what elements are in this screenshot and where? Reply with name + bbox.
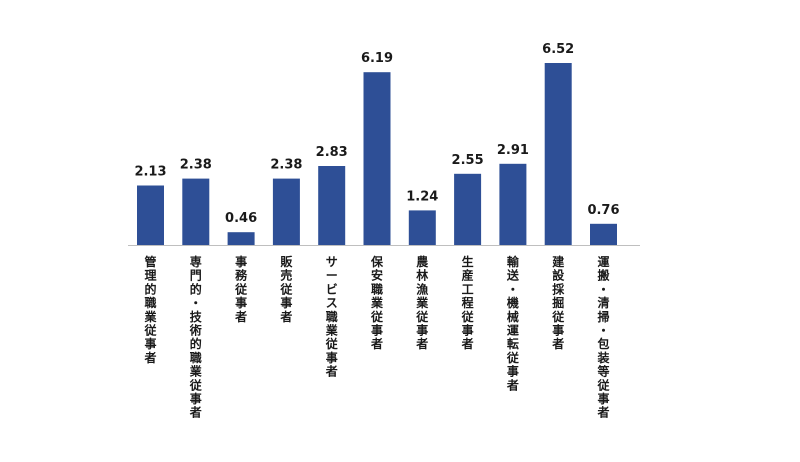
category-label-10: 建設採掘従事者 — [551, 254, 565, 351]
bars-group — [137, 63, 617, 245]
value-label-6: 6.19 — [361, 51, 393, 66]
bar-4 — [272, 178, 300, 245]
category-label-7: 農林漁業従事者 — [415, 254, 429, 351]
category-label-6: 保安職業従事者 — [370, 254, 384, 351]
value-label-11: 0.76 — [587, 203, 619, 218]
bar-5 — [318, 166, 346, 245]
category-label-5: サービス職業従事者 — [325, 255, 339, 379]
bar-11 — [590, 223, 617, 245]
category-label-1: 管理的職業従事者 — [143, 254, 157, 365]
bar-9 — [499, 163, 527, 245]
category-labels-group: 管理的職業従事者 専門的・技術的職業従事者 事務従事者 販売従事者 サービス職業従事者 保… — [143, 254, 610, 420]
bar-8 — [454, 173, 482, 245]
value-label-9: 2.91 — [497, 143, 529, 158]
value-label-2: 2.38 — [180, 158, 212, 173]
category-label-9: 輸送・機械運転従事者 — [506, 254, 520, 392]
bar-10 — [544, 63, 572, 245]
category-label-2: 専門的・技術的職業従事者 — [189, 254, 203, 420]
bar-6 — [363, 72, 391, 245]
value-label-4: 2.38 — [270, 158, 302, 173]
value-label-1: 2.13 — [134, 165, 166, 180]
value-label-5: 2.83 — [316, 145, 348, 160]
value-label-10: 6.52 — [542, 42, 574, 57]
bar-7 — [408, 210, 436, 245]
value-label-3: 0.46 — [225, 211, 257, 226]
category-label-8: 生産工程従事者 — [461, 254, 475, 351]
value-label-7: 1.24 — [406, 189, 438, 204]
value-label-8: 2.55 — [452, 153, 484, 168]
category-label-3: 事務従事者 — [234, 254, 248, 324]
value-labels-group: 2.13 2.38 0.46 2.38 2.83 6.19 1.24 2.55 2.91 6.52… — [134, 42, 619, 226]
category-label-11: 運搬・清掃・包装等従事者 — [596, 255, 610, 420]
bar-2 — [182, 178, 210, 245]
bar-1 — [137, 185, 164, 245]
bar-3 — [227, 232, 255, 245]
category-label-4: 販売従事者 — [279, 254, 293, 324]
